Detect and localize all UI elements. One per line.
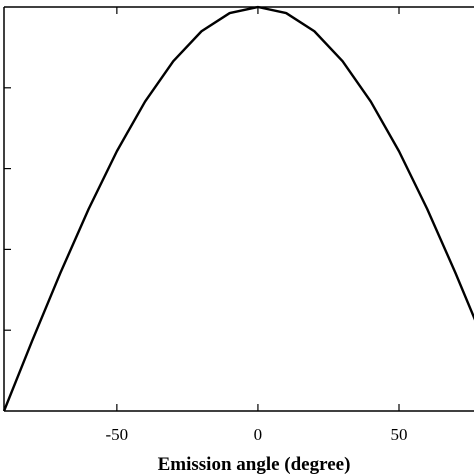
x-tick-label: 0 <box>254 425 263 444</box>
x-tick-label: 50 <box>391 425 408 444</box>
x-tick-label: -50 <box>106 425 129 444</box>
labels: Emission angle (degree) <box>158 454 351 474</box>
x-axis-label: Emission angle (degree) <box>158 454 351 474</box>
ticks: -50 0 50 <box>4 7 408 444</box>
series-line <box>2 5 474 412</box>
series-layer <box>2 5 474 412</box>
axes <box>3 6 474 412</box>
